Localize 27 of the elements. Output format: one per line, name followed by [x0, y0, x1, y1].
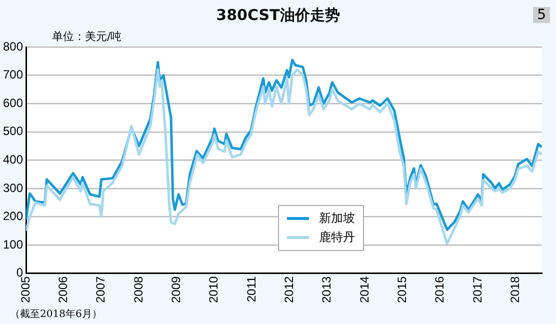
x-tick-label: 2011 — [244, 276, 258, 302]
legend-label: 鹿特丹 — [319, 229, 355, 246]
x-tick-label: 2015 — [394, 276, 409, 304]
y-tick-label: 700 — [2, 68, 24, 82]
x-tick-label: 2006 — [56, 276, 70, 304]
y-tick-label: 400 — [2, 152, 24, 166]
y-tick-label: 500 — [2, 124, 24, 138]
x-tick-label: 2012 — [282, 276, 296, 304]
y-axis-title: 单位：美元/吨 — [52, 29, 122, 44]
x-tick-label: 2008 — [131, 276, 146, 304]
x-tick-label: 2018 — [508, 276, 522, 304]
text: （截至2018年6月） — [10, 308, 102, 321]
chart-title: 380CST油价走势 — [216, 6, 340, 24]
y-tick-label: 300 — [2, 180, 24, 195]
x-tick-label: 2017 — [470, 276, 484, 304]
y-tick-label: 600 — [2, 96, 24, 110]
x-tick-label: 2014 — [357, 276, 372, 304]
x-tick-label: 2016 — [432, 276, 447, 304]
x-tick-label: 2009 — [168, 276, 183, 304]
y-tick-label: 100 — [2, 237, 24, 252]
y-tick-label: 200 — [2, 209, 24, 224]
x-tick-label: 2010 — [206, 276, 221, 304]
y-tick-label: 800 — [2, 39, 24, 54]
text: 5 — [533, 7, 550, 23]
legend-label: 新加坡 — [319, 210, 355, 227]
x-tick-label: 2013 — [320, 276, 334, 304]
x-tick-label: 2007 — [94, 276, 108, 304]
